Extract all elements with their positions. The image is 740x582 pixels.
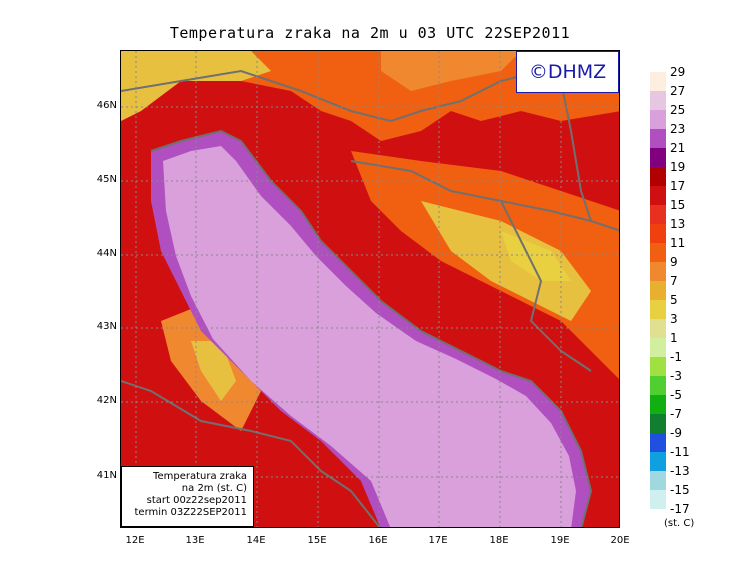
legend-unit: (st. C) [664,518,695,529]
legend-level: 9 [670,255,678,269]
legend-level: 25 [670,103,686,117]
legend-level: -9 [670,426,682,440]
legend-level: -7 [670,407,682,421]
lon-label: 12E [125,535,145,546]
dhmz-logo: ©DHMZ [516,51,619,93]
map-canvas [121,51,619,527]
legend-swatch [650,186,666,205]
legend-level: -5 [670,388,682,402]
legend-swatch [650,509,666,528]
legend-level: 7 [670,274,678,288]
legend-level: -15 [670,483,690,497]
lon-label: 19E [550,535,570,546]
legend-level: 17 [670,179,686,193]
info-line-1: Temperatura zraka [153,471,247,482]
lat-label: 45N [96,174,117,185]
legend-level: 15 [670,198,686,212]
legend-level: 23 [670,122,686,136]
adriatic-sea [163,146,576,527]
legend-level: -11 [670,445,690,459]
legend-swatch [650,72,666,91]
legend-level: 3 [670,312,678,326]
lon-label: 17E [428,535,448,546]
balkan-yellow [421,201,591,321]
lon-label: 18E [489,535,509,546]
lat-label: 42N [96,395,117,406]
legend-swatch [650,490,666,509]
legend-swatch [650,338,666,357]
legend-level: 13 [670,217,686,231]
legend-level: -3 [670,369,682,383]
info-line-2: na 2m (st. C) [181,483,247,494]
temperature-map [120,50,620,528]
italy-yellow [191,341,236,401]
legend-level: 1 [670,331,678,345]
legend-swatch [650,433,666,452]
legend-swatch [650,129,666,148]
legend-swatch [650,110,666,129]
legend-swatch [650,452,666,471]
lon-label: 14E [246,535,266,546]
legend-level: -17 [670,502,690,516]
lat-label: 44N [96,248,117,259]
legend-level: 27 [670,84,686,98]
legend-swatch [650,148,666,167]
legend-swatch [650,224,666,243]
legend-swatch [650,205,666,224]
lat-label: 41N [96,470,117,481]
legend-swatch [650,319,666,338]
map-title: Temperatura zraka na 2m u 03 UTC 22SEP20… [169,24,571,42]
legend-swatch [650,167,666,186]
legend-swatch [650,471,666,490]
lat-label: 43N [96,321,117,332]
north-orange [381,51,521,91]
legend-swatch [650,300,666,319]
legend-level: -13 [670,464,690,478]
legend-level: 11 [670,236,686,250]
legend-level: 21 [670,141,686,155]
coastline-italy [121,380,381,527]
info-line-3: start 00z22sep2011 [146,495,247,506]
legend-level: 5 [670,293,678,307]
legend-swatch [650,357,666,376]
lon-label: 15E [307,535,327,546]
info-box: Temperatura zraka na 2m (st. C) start 00… [121,466,254,527]
balkan-yellow-core [501,231,571,281]
border-bih [500,200,592,372]
lon-label: 13E [185,535,205,546]
legend-swatch [650,414,666,433]
legend-level: 29 [670,65,686,79]
info-line-4: termin 03Z22SEP2011 [134,507,248,518]
legend-level: -1 [670,350,682,364]
legend-swatch [650,262,666,281]
legend-swatch [650,243,666,262]
border-east [560,80,592,222]
legend-level: 19 [670,160,686,174]
lon-label: 16E [368,535,388,546]
northwest-yellow [121,51,271,121]
lon-label: 20E [610,535,630,546]
legend-swatch [650,91,666,110]
legend-swatch [650,376,666,395]
legend-swatch [650,395,666,414]
lat-label: 46N [96,100,117,111]
lat-lon-grid [121,51,619,527]
legend-swatch [650,281,666,300]
coastline-east [150,129,593,527]
